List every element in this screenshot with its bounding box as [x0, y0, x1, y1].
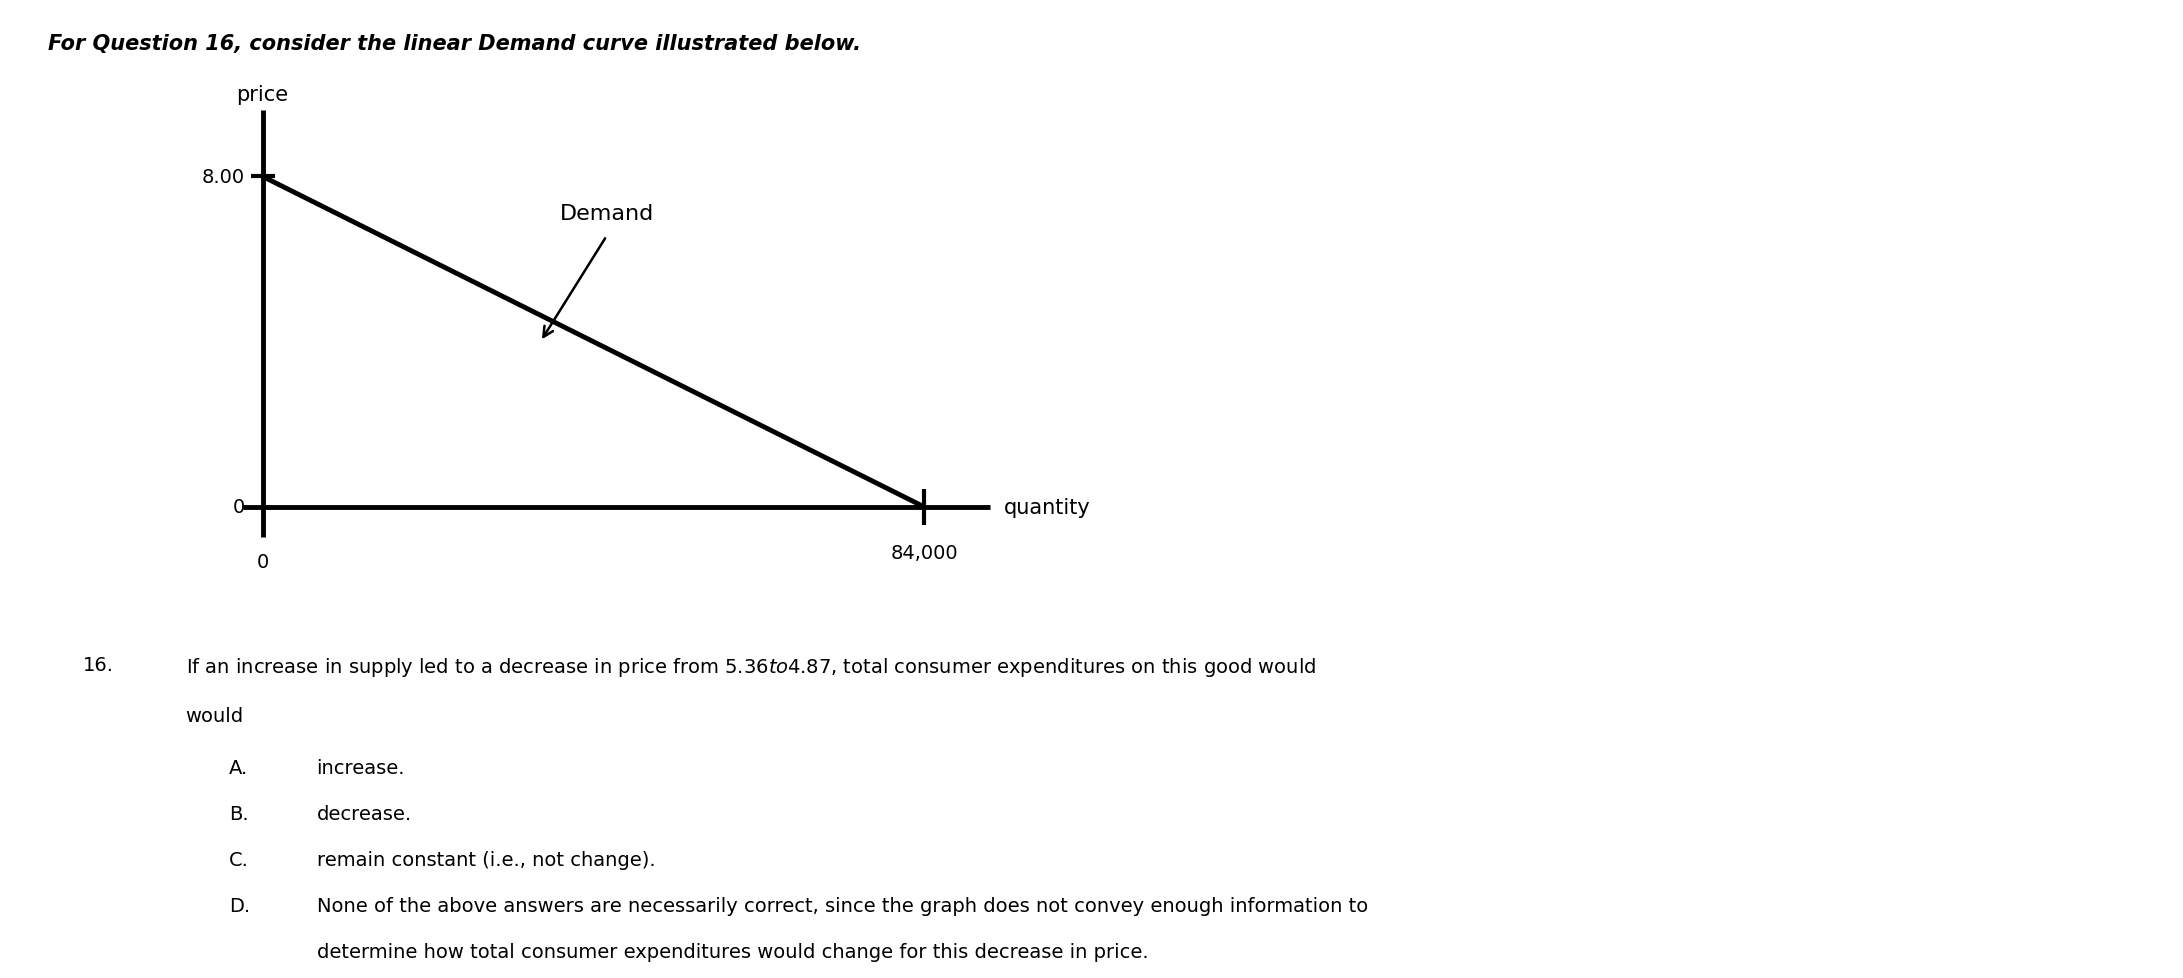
Text: D.: D.: [229, 896, 251, 914]
Text: B.: B.: [229, 804, 249, 822]
Text: remain constant (i.e., not change).: remain constant (i.e., not change).: [317, 850, 655, 868]
Text: Demand: Demand: [559, 203, 653, 224]
Text: 8.00: 8.00: [201, 168, 244, 187]
Text: 84,000: 84,000: [891, 544, 958, 562]
Text: 0: 0: [255, 553, 269, 572]
Text: decrease.: decrease.: [317, 804, 413, 822]
Text: A.: A.: [229, 758, 249, 777]
Text: price: price: [236, 85, 288, 105]
Text: 16.: 16.: [83, 655, 114, 674]
Text: quantity: quantity: [1004, 498, 1089, 517]
Text: would: would: [186, 706, 244, 725]
Text: C.: C.: [229, 850, 249, 868]
Text: 0: 0: [234, 498, 244, 516]
Text: If an increase in supply led to a decrease in price from $5.36 to $4.87, total c: If an increase in supply led to a decrea…: [186, 655, 1316, 678]
Text: For Question 16, consider the linear Demand curve illustrated below.: For Question 16, consider the linear Dem…: [48, 34, 860, 54]
Text: None of the above answers are necessarily correct, since the graph does not conv: None of the above answers are necessaril…: [317, 896, 1369, 914]
Text: determine how total consumer expenditures would change for this decrease in pric: determine how total consumer expenditure…: [317, 942, 1148, 960]
Text: increase.: increase.: [317, 758, 406, 777]
